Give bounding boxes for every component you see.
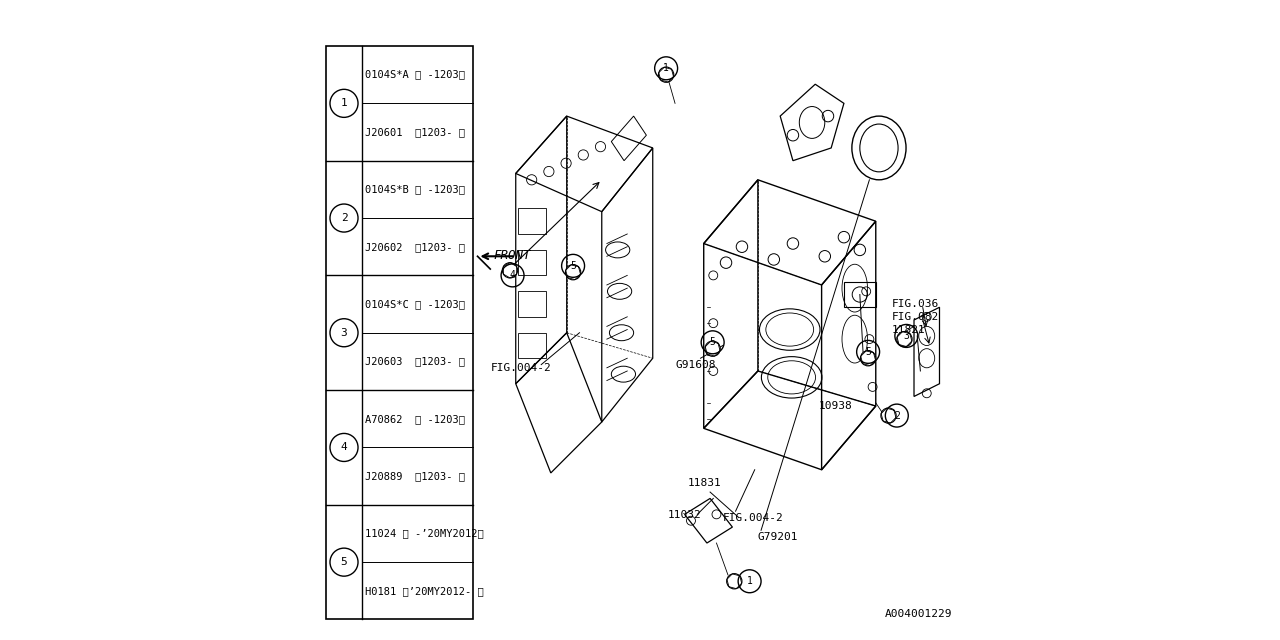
Text: 5: 5 (865, 347, 872, 357)
Text: 11831: 11831 (687, 477, 722, 488)
Text: 2: 2 (340, 213, 347, 223)
Text: J20602  （1203- ）: J20602 （1203- ） (365, 242, 466, 252)
Text: 11032: 11032 (667, 509, 701, 520)
Circle shape (727, 573, 742, 589)
Circle shape (860, 351, 876, 366)
Text: 2: 2 (893, 411, 900, 420)
Text: J20601  （1203- ）: J20601 （1203- ） (365, 127, 466, 137)
Text: 5: 5 (570, 261, 576, 271)
Text: 10938: 10938 (818, 401, 852, 412)
Circle shape (897, 332, 913, 347)
Circle shape (566, 264, 581, 280)
Text: 5: 5 (709, 337, 716, 348)
Text: 3: 3 (340, 328, 347, 338)
Text: 3: 3 (904, 331, 909, 341)
Text: 11024 （ -’20MY2012）: 11024 （ -’20MY2012） (365, 529, 484, 538)
Text: J20603  （1203- ）: J20603 （1203- ） (365, 356, 466, 367)
Circle shape (658, 67, 673, 83)
Text: 1: 1 (663, 63, 669, 74)
Text: J20889  （1203- ）: J20889 （1203- ） (365, 471, 466, 481)
Text: 0104S*C （ -1203）: 0104S*C （ -1203） (365, 299, 466, 309)
Text: G79201: G79201 (758, 532, 799, 542)
Text: H0181 （’20MY2012- ）: H0181 （’20MY2012- ） (365, 586, 484, 596)
Text: FIG.082: FIG.082 (892, 312, 940, 322)
Text: 0104S*A （ -1203）: 0104S*A （ -1203） (365, 70, 466, 79)
Circle shape (881, 408, 896, 423)
Text: FRONT: FRONT (493, 250, 531, 262)
Text: 4: 4 (340, 442, 347, 452)
Text: 1: 1 (746, 576, 753, 586)
Text: 4: 4 (509, 270, 516, 280)
Text: 0104S*B （ -1203）: 0104S*B （ -1203） (365, 184, 466, 195)
Text: FIG.004-2: FIG.004-2 (723, 513, 783, 523)
Text: FIG.004-2: FIG.004-2 (490, 363, 550, 373)
Text: 5: 5 (340, 557, 347, 567)
Circle shape (705, 341, 721, 356)
Text: A70862  （ -1203）: A70862 （ -1203） (365, 414, 466, 424)
Text: G91608: G91608 (675, 360, 716, 370)
Circle shape (502, 262, 517, 278)
Text: A004001229: A004001229 (884, 609, 952, 620)
Text: FIG.036: FIG.036 (892, 300, 940, 309)
Text: 1: 1 (340, 99, 347, 108)
Text: 11821: 11821 (892, 324, 925, 335)
